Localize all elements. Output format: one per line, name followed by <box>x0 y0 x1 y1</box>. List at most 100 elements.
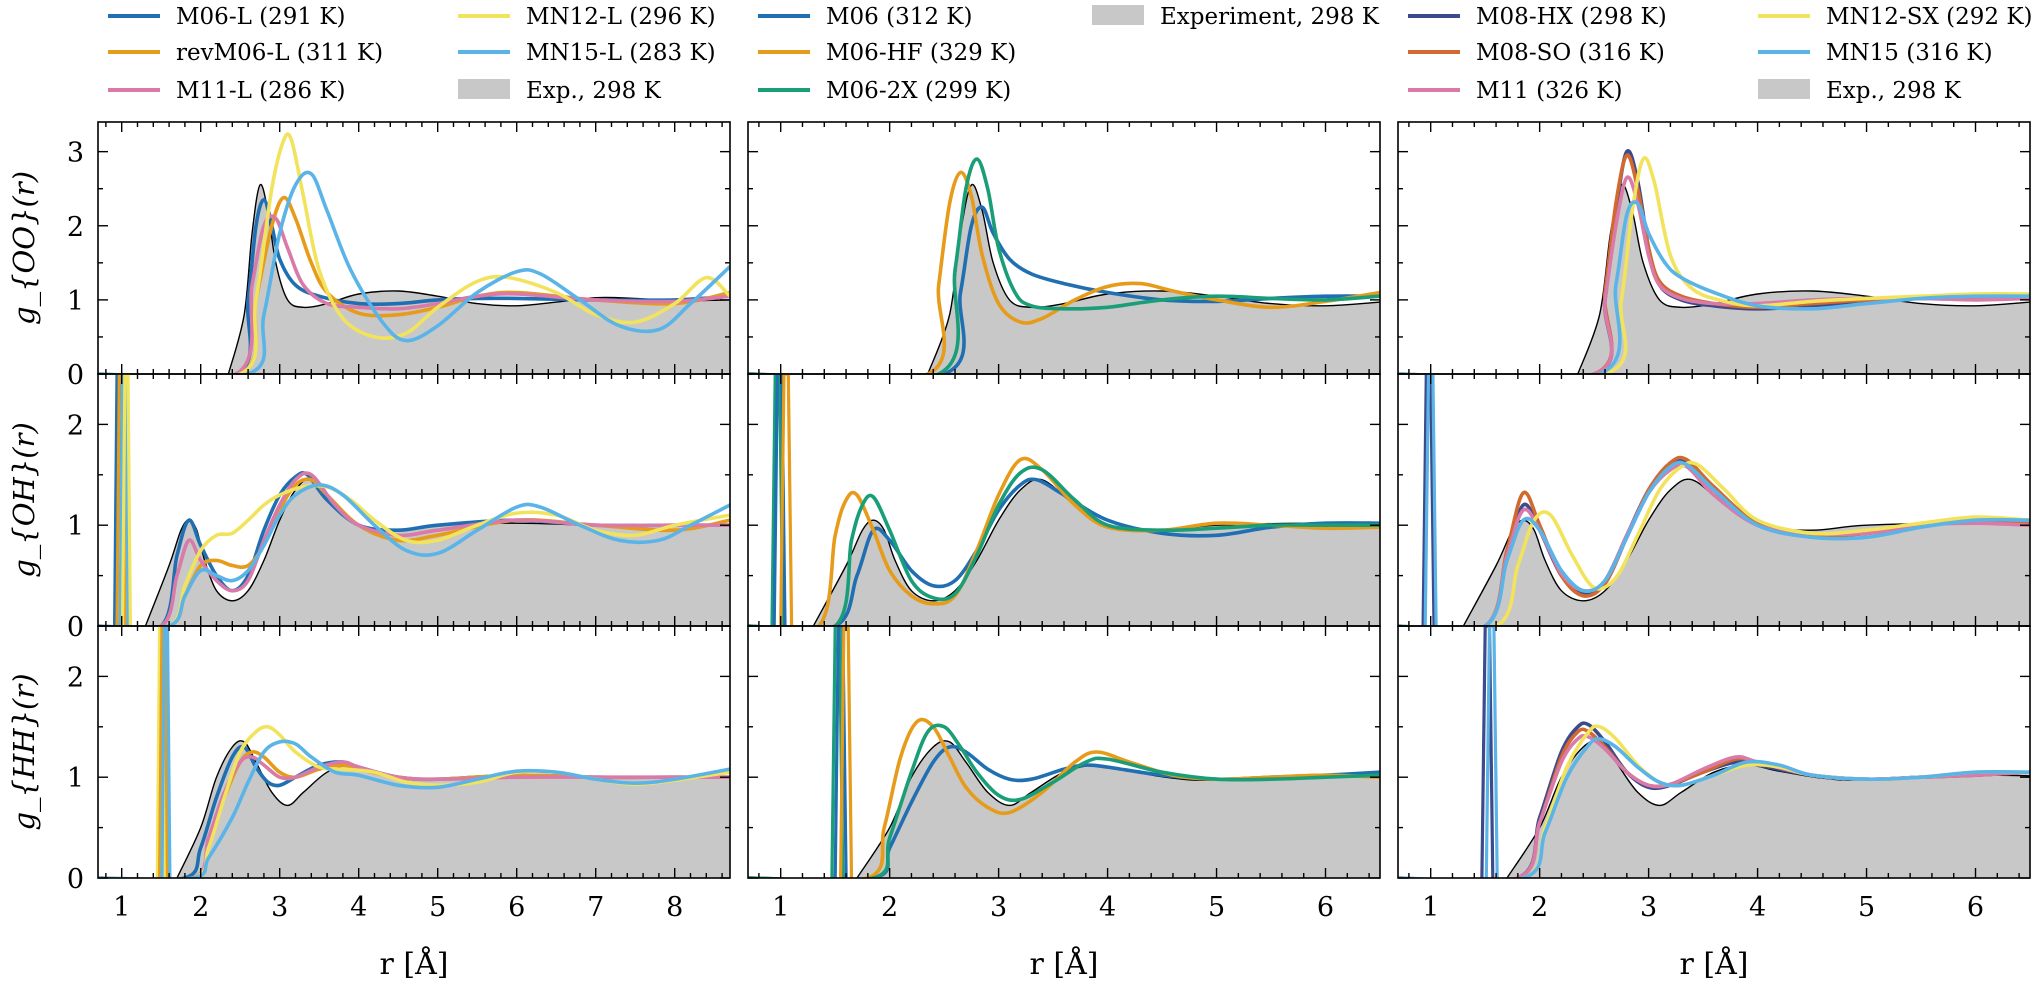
x-tick-label: 3 <box>1640 892 1657 923</box>
intramolecular-peak <box>120 374 132 626</box>
x-tick-label: 6 <box>1317 892 1334 923</box>
panel-2-OH <box>1398 374 2030 626</box>
intramolecular-peak <box>1484 626 1499 878</box>
legend-entry: MN15-L (283 K) <box>458 40 716 66</box>
y-tick-label: 0 <box>67 360 84 391</box>
series-line <box>748 157 1380 374</box>
legend-label: M08-SO (316 K) <box>1476 40 1665 66</box>
panel-1-OH <box>748 374 1380 626</box>
legend-label: M06-2X (299 K) <box>826 78 1011 104</box>
legend-label: Experiment, 298 K <box>1160 4 1380 30</box>
intramolecular-peak <box>118 374 130 626</box>
series-line <box>748 723 1380 878</box>
legend-patch <box>1092 5 1144 25</box>
x-tick-label: 2 <box>192 892 209 923</box>
series-line <box>748 456 1380 626</box>
panel-2-HH <box>1398 626 2030 878</box>
experiment-area <box>1398 740 2030 878</box>
legend-entry: revM06-L (311 K) <box>108 40 383 66</box>
x-tick-label: 4 <box>350 892 367 923</box>
legend-label: MN12-L (296 K) <box>526 4 716 30</box>
x-tick-label: 4 <box>1099 892 1116 923</box>
x-tick-label: 5 <box>1208 892 1225 923</box>
x-tick-label: 1 <box>772 892 789 923</box>
x-tick-label: 6 <box>508 892 525 923</box>
series-line <box>98 754 730 878</box>
x-axis-label: r [Å] <box>1030 946 1099 982</box>
legend-label: M06-L (291 K) <box>176 4 346 30</box>
legend-entry: M06-HF (329 K) <box>758 40 1016 66</box>
legend-label: M11-L (286 K) <box>176 78 346 104</box>
series-line <box>1398 460 2030 626</box>
intramolecular-peak <box>160 626 172 878</box>
legend-label: M11 (326 K) <box>1476 78 1622 104</box>
legend-label: M06-HF (329 K) <box>826 40 1016 66</box>
x-tick-label: 1 <box>113 892 130 923</box>
panel-1-OO <box>748 157 1380 374</box>
legend-entry: M06-L (291 K) <box>108 4 346 30</box>
legend-label: Exp., 298 K <box>1826 78 1962 104</box>
panel-1-HH <box>748 626 1380 878</box>
y-tick-label: 1 <box>67 511 84 542</box>
series-line <box>748 170 1380 374</box>
y-tick-label: 0 <box>67 612 84 643</box>
experiment-outline <box>227 183 730 374</box>
series-line <box>98 483 730 626</box>
series-line <box>748 205 1380 374</box>
series-line <box>98 739 730 878</box>
legend-label: MN15-L (283 K) <box>526 40 716 66</box>
intramolecular-peak <box>779 374 794 626</box>
series-line <box>1398 460 2030 626</box>
legend-entry: M06-2X (299 K) <box>758 78 1011 104</box>
y-tick-label: 2 <box>67 662 84 693</box>
panel-0-HH <box>98 626 730 878</box>
y-tick-label: 2 <box>67 212 84 243</box>
legend-entry: M11-L (286 K) <box>108 78 346 104</box>
intramolecular-peak <box>1480 626 1495 878</box>
x-axis-label: r [Å] <box>380 946 449 982</box>
series-line <box>748 477 1380 626</box>
series-line <box>1398 200 2030 374</box>
series-line <box>1398 737 2030 878</box>
y-axis-label: g_{OO}(r) <box>7 171 42 325</box>
legend-entry: Exp., 298 K <box>1758 78 1962 104</box>
y-tick-label: 2 <box>67 410 84 441</box>
x-axis-label: r [Å] <box>1680 946 1749 982</box>
legend-label: M08-HX (298 K) <box>1476 4 1667 30</box>
legend-label: MN12-SX (292 K) <box>1826 4 2032 30</box>
y-axis-label: g_{HH}(r) <box>7 673 42 830</box>
y-tick-label: 3 <box>67 138 84 169</box>
legend-label: M06 (312 K) <box>826 4 972 30</box>
panel-0-OH <box>98 374 730 626</box>
x-tick-label: 6 <box>1967 892 1984 923</box>
legend-entry: MN12-L (296 K) <box>458 4 716 30</box>
x-tick-label: 1 <box>1422 892 1439 923</box>
intramolecular-peak <box>833 626 848 878</box>
x-tick-label: 3 <box>990 892 1007 923</box>
legend-entry: MN15 (316 K) <box>1758 40 1993 66</box>
panel-0-OO <box>98 132 730 374</box>
x-tick-label: 5 <box>429 892 446 923</box>
panel-frame <box>97 625 731 879</box>
legend-entry: M11 (326 K) <box>1408 78 1622 104</box>
x-tick-label: 5 <box>1858 892 1875 923</box>
x-tick-label: 8 <box>666 892 683 923</box>
intramolecular-peak <box>158 626 170 878</box>
series-line <box>98 132 730 374</box>
legend-label: revM06-L (311 K) <box>176 40 383 66</box>
y-tick-label: 0 <box>67 864 84 895</box>
experiment-area <box>1398 479 2030 626</box>
experiment-area <box>748 740 1380 878</box>
intramolecular-peak <box>1421 374 1436 626</box>
series-line <box>1398 156 2030 374</box>
y-tick-label: 1 <box>67 763 84 794</box>
legend-patch <box>1758 79 1810 99</box>
series-line <box>98 170 730 374</box>
series-line <box>98 471 730 626</box>
x-tick-label: 3 <box>271 892 288 923</box>
legend-entry: MN12-SX (292 K) <box>1758 4 2032 30</box>
y-axis-label: g_{OH}(r) <box>7 422 42 578</box>
x-tick-label: 7 <box>587 892 604 923</box>
